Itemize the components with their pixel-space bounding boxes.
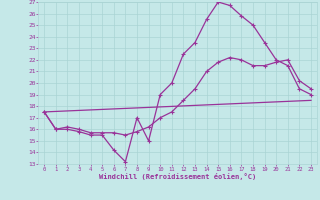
X-axis label: Windchill (Refroidissement éolien,°C): Windchill (Refroidissement éolien,°C) xyxy=(99,173,256,180)
